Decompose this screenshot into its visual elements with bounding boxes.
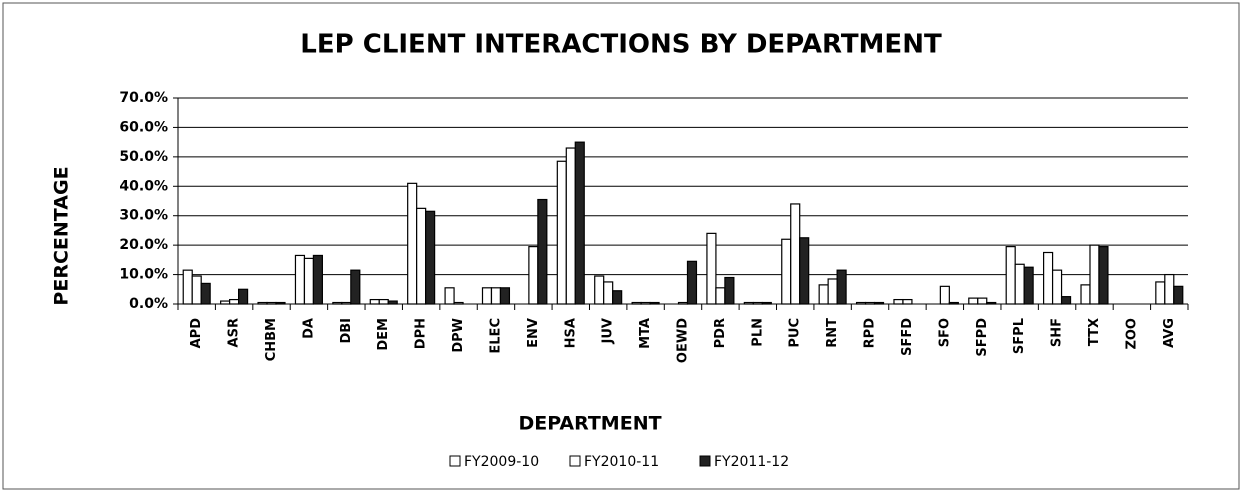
x-tick-label: SFO xyxy=(937,318,952,347)
bar xyxy=(706,232,717,305)
y-tick-label: 0.0% xyxy=(129,296,168,312)
bar xyxy=(790,203,801,305)
bar xyxy=(537,198,548,305)
bar xyxy=(1098,246,1109,305)
bar xyxy=(977,297,988,305)
bar xyxy=(565,147,576,305)
x-tick-label: ENV xyxy=(526,318,541,348)
bar xyxy=(407,182,418,305)
bar xyxy=(294,254,306,305)
bar xyxy=(312,254,323,305)
bar xyxy=(902,298,913,305)
bar xyxy=(1060,296,1072,305)
legend-label: FY2010-11 xyxy=(584,454,659,470)
bar xyxy=(1014,263,1025,305)
x-tick-label: JUV xyxy=(601,318,616,344)
x-tick-label: CHBM xyxy=(264,318,279,361)
x-tick-label: DPH xyxy=(414,318,429,349)
bar xyxy=(378,298,389,305)
bar xyxy=(939,285,950,305)
y-axis-label: PERCENTAGE xyxy=(51,166,73,305)
bar xyxy=(303,257,315,305)
bar xyxy=(715,287,726,305)
bar xyxy=(350,269,361,305)
x-tick-label: MTA xyxy=(638,318,653,349)
legend-swatch xyxy=(449,455,461,467)
legend-label: FY2011-12 xyxy=(714,454,789,470)
bar xyxy=(425,210,436,305)
bar xyxy=(1051,269,1063,305)
bar xyxy=(1089,244,1100,305)
bar xyxy=(1005,246,1016,305)
x-axis-label: DEPARTMENT xyxy=(518,413,661,435)
bar xyxy=(827,278,838,305)
bar xyxy=(893,298,904,305)
y-tick-label: 60.0% xyxy=(119,119,168,135)
x-tick-label: SFFD xyxy=(900,318,915,356)
x-tick-label: TTX xyxy=(1087,318,1102,346)
x-tick-label: ZOO xyxy=(1124,318,1139,350)
bar xyxy=(686,260,698,305)
x-tick-label: APD xyxy=(189,318,204,349)
x-tick-label: RNT xyxy=(825,318,840,348)
legend-swatch xyxy=(699,455,711,467)
bar xyxy=(444,287,455,305)
bar xyxy=(528,246,539,305)
bar xyxy=(594,275,605,305)
bar xyxy=(229,298,240,305)
x-tick-label: HSA xyxy=(563,318,578,348)
bar xyxy=(481,287,493,305)
bar xyxy=(369,298,380,305)
x-tick-label: RPD xyxy=(863,318,878,349)
bar xyxy=(200,282,211,305)
x-tick-label: SFPL xyxy=(1012,318,1027,354)
bar xyxy=(191,275,202,305)
x-tick-label: PLN xyxy=(750,318,765,347)
x-tick-label: ELEC xyxy=(488,318,503,354)
y-tick-label: 10.0% xyxy=(119,267,168,283)
bar xyxy=(818,284,829,305)
bar xyxy=(416,207,427,305)
bar xyxy=(781,238,792,305)
bar xyxy=(490,287,502,305)
legend-label: FY2009-10 xyxy=(464,454,539,470)
x-tick-label: SFPD xyxy=(975,318,990,357)
y-tick-label: 20.0% xyxy=(119,237,168,253)
bar xyxy=(612,290,623,305)
bar xyxy=(182,269,193,305)
x-tick-label: PDR xyxy=(713,318,728,348)
bar xyxy=(724,276,735,305)
legend-swatch xyxy=(569,455,581,467)
x-tick-label: ASR xyxy=(227,318,242,347)
x-tick-label: DA xyxy=(301,318,316,339)
y-tick-label: 30.0% xyxy=(119,208,168,224)
bar xyxy=(574,141,585,305)
bar xyxy=(1080,284,1091,305)
bar xyxy=(1155,281,1166,305)
bar xyxy=(799,237,810,305)
x-tick-label: SHF xyxy=(1050,318,1065,347)
x-tick-label: AVG xyxy=(1162,318,1177,348)
x-tick-label: DPW xyxy=(451,318,466,353)
y-tick-label: 70.0% xyxy=(119,90,168,106)
y-tick-label: 50.0% xyxy=(119,149,168,165)
bar xyxy=(968,297,979,305)
x-tick-label: OEWD xyxy=(676,318,691,363)
bar xyxy=(1023,266,1034,305)
y-tick-label: 40.0% xyxy=(119,178,168,194)
bar xyxy=(556,160,567,305)
bar xyxy=(1043,251,1054,305)
x-tick-label: PUC xyxy=(788,318,803,348)
bar xyxy=(1164,273,1175,305)
x-tick-label: DBI xyxy=(339,318,354,344)
bar xyxy=(836,269,847,305)
bar xyxy=(603,281,614,305)
chart-title: LEP CLIENT INTERACTIONS BY DEPARTMENT xyxy=(300,30,942,60)
bar xyxy=(499,287,511,305)
bar xyxy=(1173,285,1184,305)
x-tick-label: DEM xyxy=(376,318,391,351)
bar xyxy=(238,288,249,305)
